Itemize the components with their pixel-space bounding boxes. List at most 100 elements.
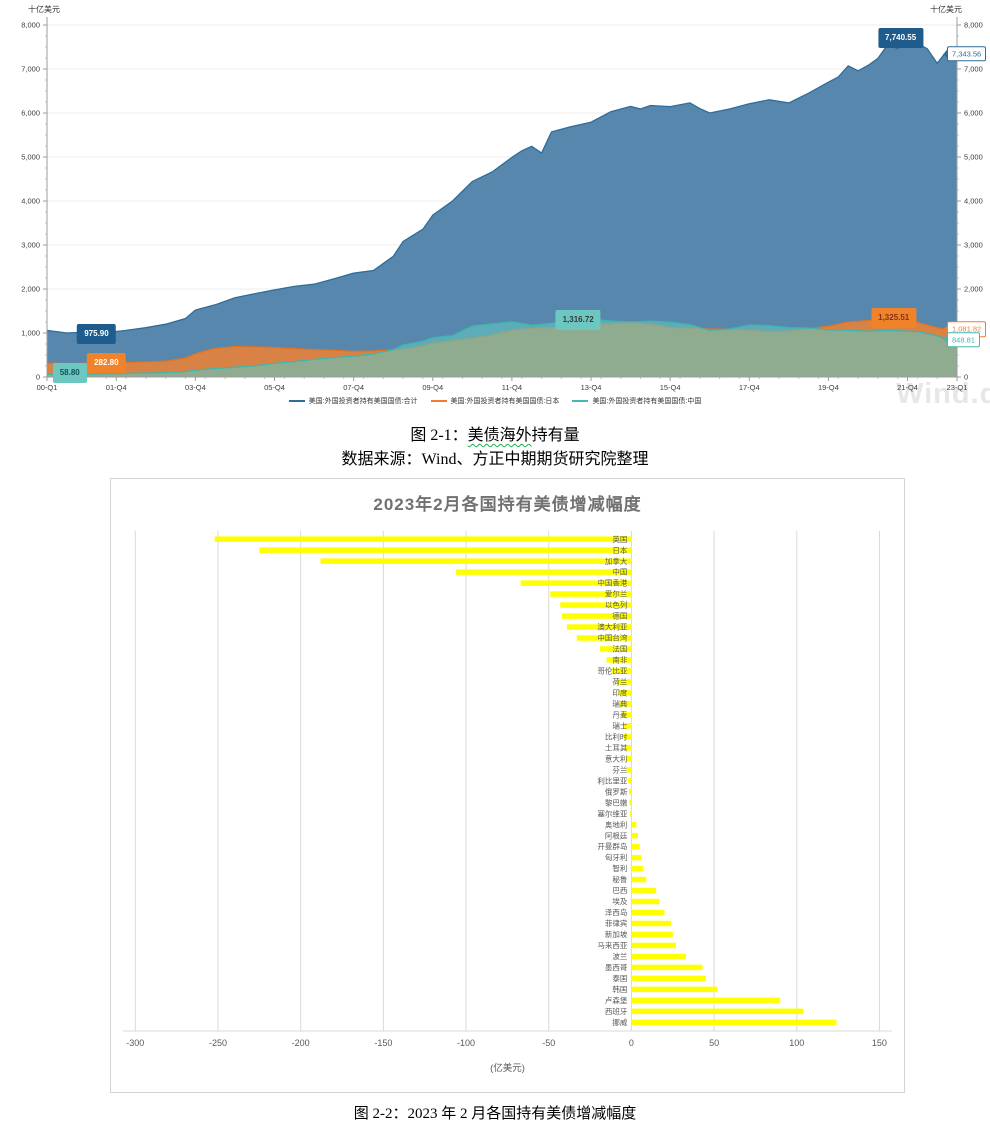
- fig1-caption-prefix: 图 2-1：: [410, 427, 468, 444]
- fig1-caption-suffix: 持有量: [531, 427, 580, 444]
- bar-利比里亚: [628, 778, 632, 784]
- category-label: 卢森堡: [605, 995, 628, 1005]
- y-tick-label: 2,000: [964, 285, 983, 294]
- fig1-legend: 美国:外国投资者持有美国国债:合计 美国:外国投资者持有美国国债:日本 美国:外国投…: [0, 396, 990, 406]
- bar-瑞士: [623, 723, 632, 729]
- y-tick-label: 1,000: [21, 329, 40, 338]
- y-tick-label: 8,000: [21, 21, 40, 30]
- y-tick-label: 2,000: [21, 285, 40, 294]
- data-source-caption: 数据来源：Wind、方正中期期货研究院整理: [341, 451, 649, 468]
- bar-俄罗斯: [628, 788, 632, 795]
- category-label: 爱尔兰: [605, 589, 628, 599]
- data-label: 7,740.55: [878, 27, 924, 48]
- fig1-plot: 001,0001,0002,0002,0003,0003,0004,0004,0…: [21, 17, 983, 392]
- bar-西班牙: [631, 1008, 804, 1015]
- bar-开曼群岛: [631, 843, 640, 850]
- x-tick-label: 03-Q4: [185, 383, 206, 392]
- category-label: 中国台湾: [597, 633, 627, 643]
- y-tick-label: 6,000: [21, 109, 40, 118]
- y-tick-label: 8,000: [964, 21, 983, 30]
- x-tick-label: 150: [872, 1038, 887, 1048]
- category-label: 法国: [612, 644, 627, 654]
- x-tick-label: 19-Q4: [818, 383, 839, 392]
- bar-荷兰: [616, 679, 632, 685]
- data-label: 975.90: [77, 323, 116, 344]
- area-美国:外国投资者持有美国国债:中国: [47, 319, 957, 377]
- x-tick-label: 05-Q4: [264, 383, 285, 392]
- bar-泰国: [631, 975, 706, 982]
- x-tick-label: -250: [209, 1038, 227, 1048]
- bar-秘鲁: [631, 876, 647, 883]
- x-tick-label: 17-Q4: [739, 383, 760, 392]
- category-label: 奥地利: [605, 819, 628, 829]
- bar-泽西岛: [631, 909, 665, 916]
- legend-label: 美国:外国投资者持有美国国债:合计: [308, 398, 418, 405]
- data-label: 58.80: [52, 362, 87, 383]
- bar-中国香港: [520, 580, 632, 586]
- fig2-plot: 英国日本加拿大中国中国香港爱尔兰以色列德国澳大利亚中国台湾法国南非哥伦比亚荷兰印…: [123, 531, 892, 1048]
- category-label: 哥伦比亚: [597, 666, 627, 676]
- category-label: 比利时: [605, 731, 628, 741]
- bar-中国: [456, 569, 632, 575]
- legend-marker: [572, 400, 589, 402]
- y-tick-label: 4,000: [964, 197, 983, 206]
- bar-中国台湾: [576, 635, 632, 641]
- bar-塞尔维亚: [630, 810, 632, 817]
- category-label: 中国香港: [597, 578, 627, 588]
- bar-黎巴嫩: [629, 799, 632, 806]
- x-tick-label: -300: [126, 1038, 144, 1048]
- x-tick-label: 23-Q1: [947, 383, 968, 392]
- latest-value-callout: 848.81: [947, 331, 980, 348]
- y-tick-label: 5,000: [21, 153, 40, 162]
- y-tick-label: 5,000: [964, 153, 983, 162]
- category-label: 埃及: [612, 896, 627, 906]
- category-label: 土耳其: [605, 742, 628, 752]
- bar-菲律宾: [631, 920, 672, 927]
- legend-item: 美国:外国投资者持有美国国债:合计: [288, 396, 418, 406]
- x-tick-label: 09-Q4: [422, 383, 443, 392]
- category-label: 西班牙: [605, 1006, 628, 1016]
- bar-英国: [214, 536, 632, 542]
- category-label: 泰国: [612, 973, 627, 983]
- bar-瑞典: [619, 701, 632, 707]
- data-label: 1,316.72: [555, 310, 601, 331]
- wind-watermark: Wind.d: [896, 378, 990, 410]
- bar-日本: [259, 547, 632, 553]
- category-label: 马来西亚: [597, 941, 627, 950]
- y-tick-label: 0: [964, 373, 968, 382]
- category-label: 巴西: [612, 886, 627, 895]
- bar-南非: [606, 657, 632, 663]
- category-label: 秘鲁: [612, 874, 627, 884]
- category-label: 芬兰: [612, 764, 627, 774]
- bar-印度: [618, 690, 632, 696]
- legend-label: 美国:外国投资者持有美国国债:日本: [450, 398, 560, 405]
- bar-澳大利亚: [566, 624, 632, 630]
- category-label: 日本: [612, 545, 627, 555]
- legend-marker: [288, 400, 305, 402]
- bar-匈牙利: [631, 854, 642, 861]
- x-tick-label: -200: [292, 1038, 310, 1048]
- area-美国:外国投资者持有美国国债:合计: [47, 36, 957, 378]
- category-label: 墨西哥: [605, 963, 628, 972]
- y-tick-label: 4,000: [21, 197, 40, 206]
- x-tick-label: 11-Q4: [502, 383, 522, 392]
- bar-巴西: [631, 887, 657, 894]
- bar-波兰: [631, 953, 686, 960]
- fig2-title: 2023年2月各国持有美债增减幅度: [373, 495, 642, 514]
- bar-丹麦: [621, 712, 632, 718]
- fig2-x-axis-label: (亿美元): [490, 1063, 525, 1074]
- legend-label: 美国:外国投资者持有美国国债:中国: [592, 398, 702, 405]
- category-label: 丹麦: [612, 709, 627, 719]
- x-tick-label: 00-Q1: [37, 383, 58, 392]
- fig1-caption-spellcheck: 美债海外: [467, 427, 532, 444]
- x-tick-label: 07-Q4: [343, 383, 364, 392]
- bar-土耳其: [624, 745, 632, 751]
- category-label: 泽西岛: [605, 907, 628, 917]
- bar-芬兰: [626, 767, 632, 773]
- category-label: 南非: [612, 655, 627, 665]
- fig1-y-unit-left: 十亿美元: [28, 5, 60, 14]
- y-tick-label: 0: [36, 373, 40, 382]
- bar-意大利: [625, 756, 632, 762]
- category-label: 加拿大: [605, 556, 628, 566]
- fig2-caption: 图 2-2：2023 年 2 月各国持有美债增减幅度: [353, 1106, 637, 1122]
